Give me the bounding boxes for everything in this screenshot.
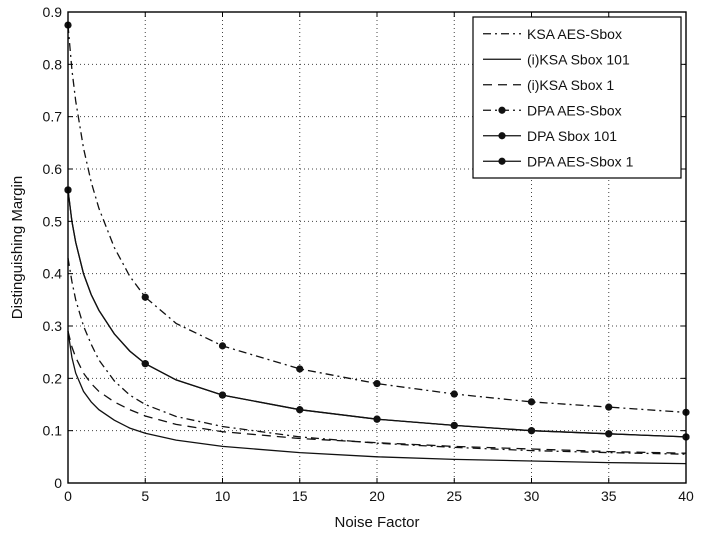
series-marker-dpa-aes-sbox bbox=[605, 403, 613, 411]
legend: KSA AES-Sbox (i)KSA Sbox 101 (i)KSA Sbox 1… bbox=[472, 16, 682, 179]
series-marker-dpa-aes-sbox bbox=[141, 293, 149, 301]
x-tick-label: 0 bbox=[64, 488, 72, 504]
series-line-dpa-aes-sbox-1 bbox=[67, 189, 687, 438]
series-line-dpa-sbox-101 bbox=[67, 189, 687, 438]
legend-label-ksa-aes-sbox: KSA AES-Sbox bbox=[527, 26, 622, 42]
x-tick-label: 5 bbox=[141, 488, 149, 504]
legend-label-i-ksa-sbox-101: (i)KSA Sbox 101 bbox=[527, 51, 630, 67]
series-marker-dpa-aes-sbox-1 bbox=[218, 391, 227, 399]
x-tick-label: 20 bbox=[369, 488, 385, 504]
x-tick-label: 25 bbox=[446, 488, 462, 504]
y-tick-label: 0.2 bbox=[43, 370, 63, 386]
series-marker-dpa-aes-sbox-1 bbox=[373, 415, 381, 423]
series-marker-dpa-aes-sbox bbox=[296, 365, 304, 373]
y-tick-label: 0.6 bbox=[43, 161, 63, 177]
y-tick-label: 0 bbox=[54, 475, 62, 491]
y-tick-label: 0.3 bbox=[43, 318, 63, 334]
axis-ticks: 0 5 10 15 20 25 30 35 40 0 0.1 0.2 0.3 0.4 0.5 0.6 0.7 0.… bbox=[43, 4, 694, 504]
series-marker-dpa-aes-sbox-1 bbox=[605, 430, 613, 438]
legend-label-i-ksa-sbox-1: (i)KSA Sbox 1 bbox=[527, 77, 614, 93]
x-tick-label: 15 bbox=[292, 488, 308, 504]
series-marker-dpa-aes-sbox bbox=[373, 379, 381, 388]
x-tick-label: 30 bbox=[524, 488, 540, 504]
y-axis-label: Distinguishing Margin bbox=[9, 176, 26, 319]
y-tick-label: 0.7 bbox=[43, 109, 63, 125]
x-axis-label: Noise Factor bbox=[334, 514, 419, 531]
legend-label-dpa-aes-sbox-1: DPA AES-Sbox 1 bbox=[527, 153, 634, 169]
series-marker-dpa-aes-sbox-1 bbox=[450, 421, 458, 430]
series-marker-dpa-aes-sbox-1 bbox=[296, 406, 304, 414]
legend-label-dpa-aes-sbox: DPA AES-Sbox bbox=[527, 102, 622, 118]
legend-marker-dpa-sbox-101 bbox=[498, 132, 506, 140]
series-marker-dpa-aes-sbox-1 bbox=[141, 360, 149, 368]
series-line-i-ksa-sbox-101 bbox=[67, 331, 687, 465]
y-tick-label: 0.4 bbox=[43, 266, 63, 282]
y-tick-label: 0.9 bbox=[43, 4, 63, 20]
series-line-dpa-aes-sbox bbox=[67, 25, 687, 414]
series-markers bbox=[64, 21, 690, 441]
series-marker-dpa-aes-sbox bbox=[218, 342, 227, 350]
x-tick-label: 10 bbox=[215, 488, 231, 504]
series-marker-dpa-aes-sbox-1 bbox=[527, 427, 536, 435]
legend-box bbox=[472, 16, 682, 179]
legend-marker-dpa-aes-sbox bbox=[498, 106, 506, 114]
y-tick-label: 0.5 bbox=[43, 213, 63, 229]
series-marker-dpa-aes-sbox bbox=[450, 390, 458, 398]
series-marker-dpa-aes-sbox bbox=[527, 398, 536, 406]
series-line-i-ksa-sbox-1 bbox=[67, 331, 687, 454]
y-tick-label: 0.1 bbox=[43, 423, 63, 439]
legend-label-dpa-sbox-101: DPA Sbox 101 bbox=[527, 128, 617, 144]
series-line-ksa-aes-sbox bbox=[67, 257, 687, 455]
legend-marker-dpa-aes-sbox-1 bbox=[498, 157, 506, 165]
x-tick-label: 40 bbox=[678, 488, 694, 504]
y-tick-label: 0.8 bbox=[43, 56, 63, 72]
x-tick-label: 35 bbox=[601, 488, 617, 504]
